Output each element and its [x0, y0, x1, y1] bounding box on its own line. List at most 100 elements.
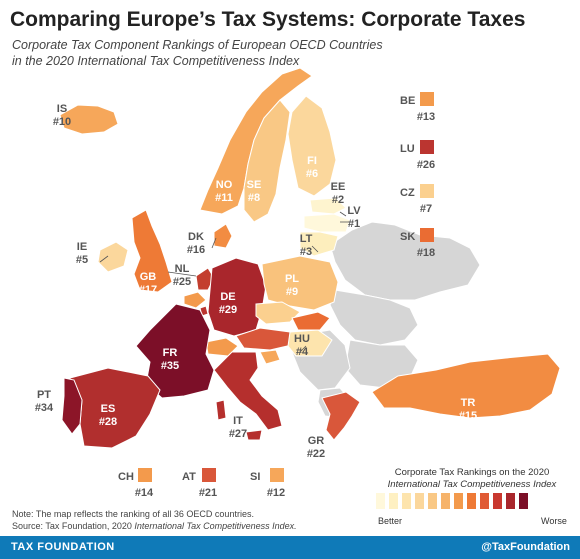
label-IS-rank: #10	[53, 116, 71, 128]
label-PL-rank: #9	[286, 286, 298, 298]
subtitle: Corporate Tax Component Rankings of Euro…	[12, 37, 412, 69]
label-EE-rank: #2	[332, 194, 344, 206]
label-LT-code: LT	[300, 233, 313, 245]
country-FI	[287, 95, 337, 197]
label-DK-rank: #16	[187, 244, 205, 256]
label-PL-code: PL	[285, 273, 299, 285]
swatch-SK	[420, 228, 434, 242]
label-GB-rank: #17	[139, 284, 157, 296]
label-ES-rank: #28	[99, 416, 117, 428]
country-GR	[321, 391, 361, 441]
country-FR	[135, 303, 215, 399]
swatch-LU-rank: #26	[417, 159, 435, 171]
country-PT	[61, 377, 83, 435]
label-IE-code: IE	[77, 241, 87, 253]
label-DK-code: DK	[188, 231, 204, 243]
label-IS-code: IS	[57, 103, 67, 115]
label-IT-rank: #27	[229, 428, 247, 440]
note-line-2: Source: Tax Foundation, 2020 Internation…	[12, 520, 297, 532]
footer-bar: TAX FOUNDATION @TaxFoundation	[0, 536, 580, 559]
swatch-SK-rank: #18	[417, 247, 435, 259]
label-HU-code: HU	[294, 333, 310, 345]
note-source-title: International Tax Competitiveness Index.	[134, 521, 297, 531]
label-DE-rank: #29	[219, 304, 237, 316]
country-IS	[59, 104, 119, 135]
leader-line	[211, 237, 217, 249]
swatch-CH	[138, 468, 152, 482]
country-LT	[299, 231, 339, 257]
label-NO-rank: #11	[215, 192, 233, 204]
europe-map: IS#10 NO#11 SE#8 FI#6 EE#2LV#1 LT#3 DK#16 IE#5 G…	[35, 67, 561, 499]
label-GR-rank: #22	[307, 448, 325, 460]
legend-swatch	[493, 493, 502, 509]
label-FR-code: FR	[163, 347, 178, 359]
country-EE	[309, 197, 347, 215]
country-HU	[287, 329, 333, 357]
legend-title: Corporate Tax Rankings on the 2020 Inter…	[372, 467, 572, 491]
label-LV-code: LV	[347, 205, 361, 217]
swatch-LU-code: LU	[400, 143, 415, 155]
legend-scale	[376, 493, 528, 509]
swatch-SI	[270, 468, 284, 482]
label-TR-code: TR	[461, 397, 476, 409]
swatch-BE-code: BE	[400, 95, 415, 107]
country-TR	[371, 353, 561, 419]
swatch-AT	[202, 468, 216, 482]
country-BE	[183, 291, 207, 309]
country-IE	[97, 241, 129, 273]
country-labels: IS#10 NO#11 SE#8 FI#6 EE#2LV#1 LT#3 DK#16 IE#5 G…	[35, 103, 477, 460]
label-ES-code: ES	[101, 403, 116, 415]
label-PT-code: PT	[37, 389, 51, 401]
country-CZ	[255, 301, 301, 325]
legend-swatch	[467, 493, 476, 509]
label-DE-code: DE	[220, 291, 235, 303]
swatch-AT-code: AT	[182, 471, 196, 483]
legend-swatch	[389, 493, 398, 509]
legend-swatch	[441, 493, 450, 509]
country-NO	[199, 67, 313, 215]
country-LV	[303, 213, 351, 233]
swatch-CH-code: CH	[118, 471, 134, 483]
swatch-BE	[420, 92, 434, 106]
label-NL-code: NL	[175, 263, 190, 275]
label-HU-rank: #4	[296, 346, 309, 358]
country-DK	[213, 223, 233, 249]
label-SE-rank: #8	[248, 192, 260, 204]
country-SK	[291, 311, 331, 331]
swatch-CZ-rank: #7	[420, 203, 432, 215]
swatch-SI-code: SI	[250, 471, 260, 483]
country-DE	[207, 257, 267, 337]
label-TR-rank: #15	[459, 410, 477, 422]
swatch-LU	[420, 140, 434, 154]
subtitle-line-1: Corporate Tax Component Rankings of Euro…	[12, 38, 383, 52]
swatch-CZ	[420, 184, 434, 198]
swatch-AT-rank: #21	[199, 487, 217, 499]
country-SE	[243, 99, 291, 223]
page-title: Comparing Europe’s Tax Systems: Corporat…	[10, 8, 526, 31]
legend-swatch	[428, 493, 437, 509]
label-FI-rank: #6	[306, 168, 318, 180]
legend-swatch	[506, 493, 515, 509]
leader-line	[99, 255, 109, 263]
legend-swatch	[415, 493, 424, 509]
legend-swatch	[454, 493, 463, 509]
leader-line	[339, 211, 347, 217]
label-FR-rank: #35	[161, 360, 179, 372]
country-IT-sardinia	[215, 399, 227, 421]
label-GR-code: GR	[308, 435, 325, 447]
label-NO-code: NO	[216, 179, 233, 191]
source-note: Note: The map reflects the ranking of al…	[12, 508, 297, 532]
country-IT-sicily	[245, 429, 263, 441]
legend-swatch	[376, 493, 385, 509]
label-EE-code: EE	[331, 181, 346, 193]
country-PL	[261, 255, 339, 311]
note-line-1: Note: The map reflects the ranking of al…	[12, 509, 254, 519]
country-SI	[259, 349, 281, 365]
label-LT-rank: #3	[300, 246, 312, 258]
label-IT-code: IT	[233, 415, 243, 427]
side-swatches: BE#13 LU#26 CZ #7 SK#18 CH#14 AT#21 SI #12	[118, 92, 435, 499]
swatch-BE-rank: #13	[417, 111, 435, 123]
label-LV-rank: #1	[348, 218, 360, 230]
note-source-prefix: Source: Tax Foundation, 2020	[12, 521, 135, 531]
legend-swatch	[519, 493, 528, 509]
